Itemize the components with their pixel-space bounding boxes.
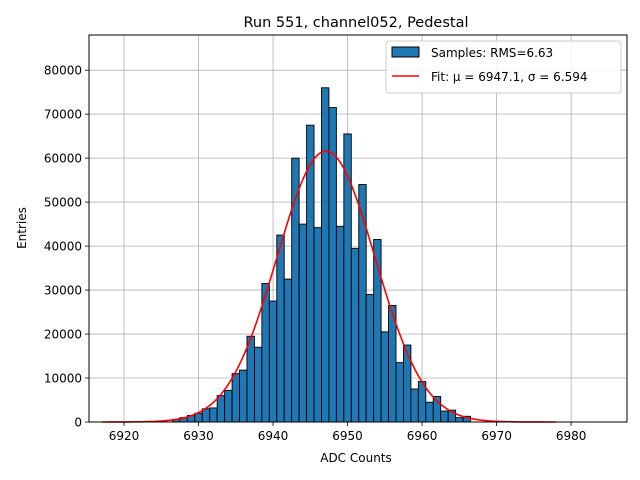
- histogram-bar: [328, 107, 337, 423]
- x-tick-label: 6940: [258, 429, 289, 443]
- y-axis-label: Entries: [15, 207, 29, 249]
- histogram-bars: [172, 87, 471, 423]
- y-tick-label: 60000: [44, 152, 82, 166]
- x-tick-label: 6950: [332, 429, 363, 443]
- histogram-bar: [216, 395, 226, 423]
- histogram-bar: [440, 410, 449, 423]
- y-tick-label: 80000: [44, 64, 82, 78]
- histogram-bar: [239, 369, 248, 423]
- histogram-bar: [380, 331, 390, 423]
- fit-curve-layer: [101, 150, 557, 423]
- histogram-bar: [403, 344, 412, 423]
- histogram-bar: [253, 346, 263, 423]
- plot-frame: [88, 34, 628, 423]
- x-axis-ticks: 6920 6930 6940 6950 6960 6970 6980: [109, 422, 587, 443]
- fit-curve: [101, 150, 557, 423]
- x-axis-label: ADC Counts: [320, 451, 392, 465]
- y-tick-label: 40000: [44, 240, 82, 254]
- histogram-bar: [231, 373, 240, 423]
- histogram-bar: [417, 381, 427, 423]
- histogram-bar: [276, 234, 285, 423]
- histogram-bar: [246, 335, 255, 423]
- histogram-bar: [410, 388, 419, 423]
- histogram-bar: [335, 225, 345, 423]
- y-tick-label: 0: [74, 416, 82, 430]
- histogram-bar: [455, 417, 464, 423]
- histogram-bar: [358, 184, 367, 423]
- y-tick-label: 10000: [44, 372, 82, 386]
- y-tick-label: 30000: [44, 284, 82, 298]
- y-tick-label: 20000: [44, 328, 82, 342]
- legend-frame: [385, 40, 622, 94]
- x-tick-label: 6930: [183, 429, 214, 443]
- histogram-bar: [350, 247, 360, 423]
- legend-swatch-histogram: [391, 46, 420, 58]
- x-tick-label: 6920: [109, 429, 140, 443]
- legend-label-histogram: Samples: RMS=6.63: [431, 46, 553, 60]
- legend: Samples: RMS=6.63 Fit: μ = 6947.1, σ = 6…: [385, 40, 622, 94]
- histogram-bar: [321, 87, 330, 423]
- histogram-bar: [283, 278, 293, 423]
- legend-label-fit: Fit: μ = 6947.1, σ = 6.594: [431, 70, 588, 84]
- histogram-bar: [365, 294, 375, 423]
- histogram-bar: [298, 223, 308, 423]
- x-tick-label: 6960: [407, 429, 438, 443]
- histogram-bar: [425, 401, 434, 423]
- histogram-bar: [313, 227, 322, 423]
- y-tick-label: 50000: [44, 196, 82, 210]
- chart-title: Run 551, channel052, Pedestal: [243, 15, 468, 31]
- y-tick-label: 70000: [44, 108, 82, 122]
- x-tick-label: 6970: [481, 429, 512, 443]
- y-axis-ticks: 0 10000 20000 30000 40000 50000 60000 70000 8000…: [44, 64, 89, 430]
- histogram-bar: [209, 407, 218, 423]
- histogram-bar: [224, 389, 233, 423]
- histogram-bar: [395, 362, 404, 423]
- x-tick-label: 6980: [556, 429, 587, 443]
- histogram-bar: [268, 300, 278, 423]
